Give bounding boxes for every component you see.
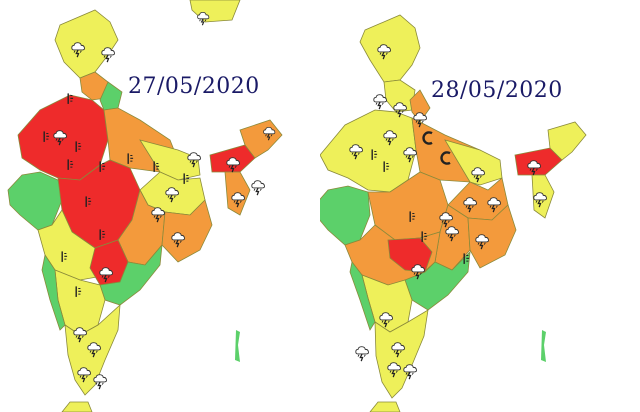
- region-uttarakhand: [409, 89, 431, 123]
- map-date-1: 27/05/2020: [128, 74, 260, 99]
- thunderstorm-icon: [251, 180, 266, 196]
- region-andhra: [99, 243, 163, 306]
- islands-andaman: [541, 330, 546, 362]
- region-west-coast: [349, 261, 376, 331]
- region-northeast-red: [514, 147, 563, 176]
- region-odisha: [467, 204, 517, 269]
- region-west-coast: [41, 253, 66, 331]
- region-gujarat: [7, 171, 63, 231]
- region-north: [54, 9, 119, 79]
- region-top-stub: [189, 0, 241, 23]
- region-gujarat: [320, 185, 371, 246]
- thunderstorm-icon: [373, 94, 388, 110]
- india-warning-map-1: [7, 0, 283, 412]
- islands-andaman: [235, 330, 240, 362]
- region-rajasthan: [320, 109, 417, 193]
- thunderstorm-icon: [355, 346, 370, 362]
- region-odisha: [161, 199, 213, 263]
- map-date-2: 28/05/2020: [431, 78, 563, 103]
- region-andhra: [404, 250, 471, 311]
- warning-map-panel-2: 28/05/2020: [320, 0, 640, 412]
- region-northeast-yellow: [547, 121, 587, 161]
- warning-map-panel-1: 27/05/2020: [7, 0, 283, 412]
- region-bottom-stub: [61, 401, 93, 412]
- india-warning-map-2: [320, 14, 587, 412]
- region-bottom-stub: [369, 401, 401, 412]
